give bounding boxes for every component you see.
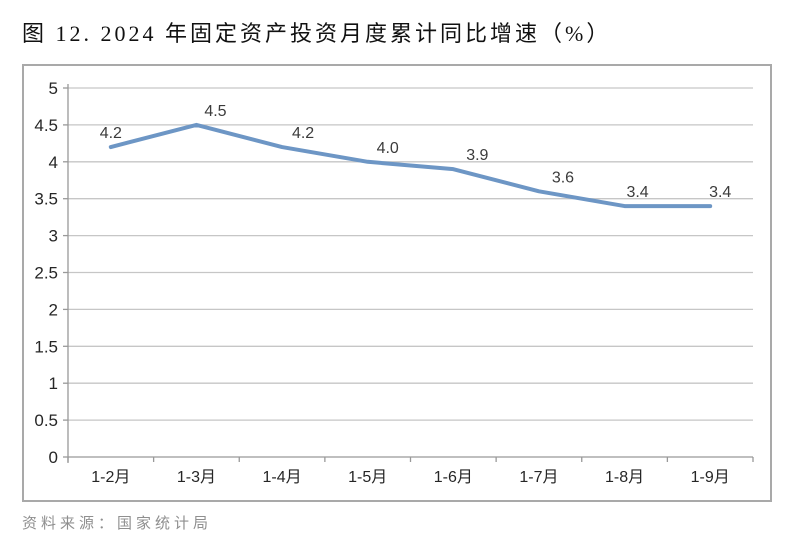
data-label: 4.5 — [204, 103, 226, 120]
y-tick-label: 1.5 — [34, 337, 58, 356]
y-tick-label: 5 — [49, 79, 58, 98]
data-line — [108, 122, 713, 209]
x-category-label: 1-6月 — [434, 469, 473, 486]
data-label: 4.2 — [292, 125, 314, 142]
data-label: 3.4 — [626, 184, 648, 201]
x-category-label: 1-5月 — [348, 469, 387, 486]
y-tick-label: 3.5 — [34, 190, 58, 209]
data-label: 3.9 — [466, 147, 488, 164]
data-label: 4.2 — [100, 125, 122, 142]
x-category-label: 1-9月 — [691, 469, 730, 486]
data-label: 3.6 — [552, 169, 574, 186]
y-tick-label: 3 — [49, 227, 58, 246]
y-tick-label: 2.5 — [34, 264, 58, 283]
x-category-label: 1-7月 — [519, 469, 558, 486]
y-tick-label: 4 — [49, 153, 58, 172]
y-tick-label: 0.5 — [34, 411, 58, 430]
data-label: 4.0 — [377, 140, 399, 157]
y-tick-label: 0 — [49, 448, 58, 467]
x-category-label: 1-4月 — [262, 469, 301, 486]
line-chart: 0 0.5 1 1.5 2 2.5 3 3.5 4 4.5 5 1-2月 1-3月 1-4月 1-5月 1-6… — [34, 79, 754, 486]
y-tick-label: 1 — [49, 374, 58, 393]
y-tick-label: 2 — [49, 300, 58, 319]
chart-title: 图 12. 2024 年固定资产投资月度累计同比增速（%） — [22, 21, 612, 46]
x-category-label: 1-3月 — [177, 469, 216, 486]
chart-container: 0 0.5 1 1.5 2 2.5 3 3.5 4 4.5 5 1-2月 1-3月 1-4月 1-5月 1-6… — [22, 64, 772, 502]
source-note: 资料来源：国家统计局 — [22, 516, 213, 532]
x-category-label: 1-2月 — [91, 469, 130, 486]
x-category-label: 1-8月 — [605, 469, 644, 486]
y-tick-label: 4.5 — [34, 116, 58, 135]
data-label: 3.4 — [709, 184, 731, 201]
